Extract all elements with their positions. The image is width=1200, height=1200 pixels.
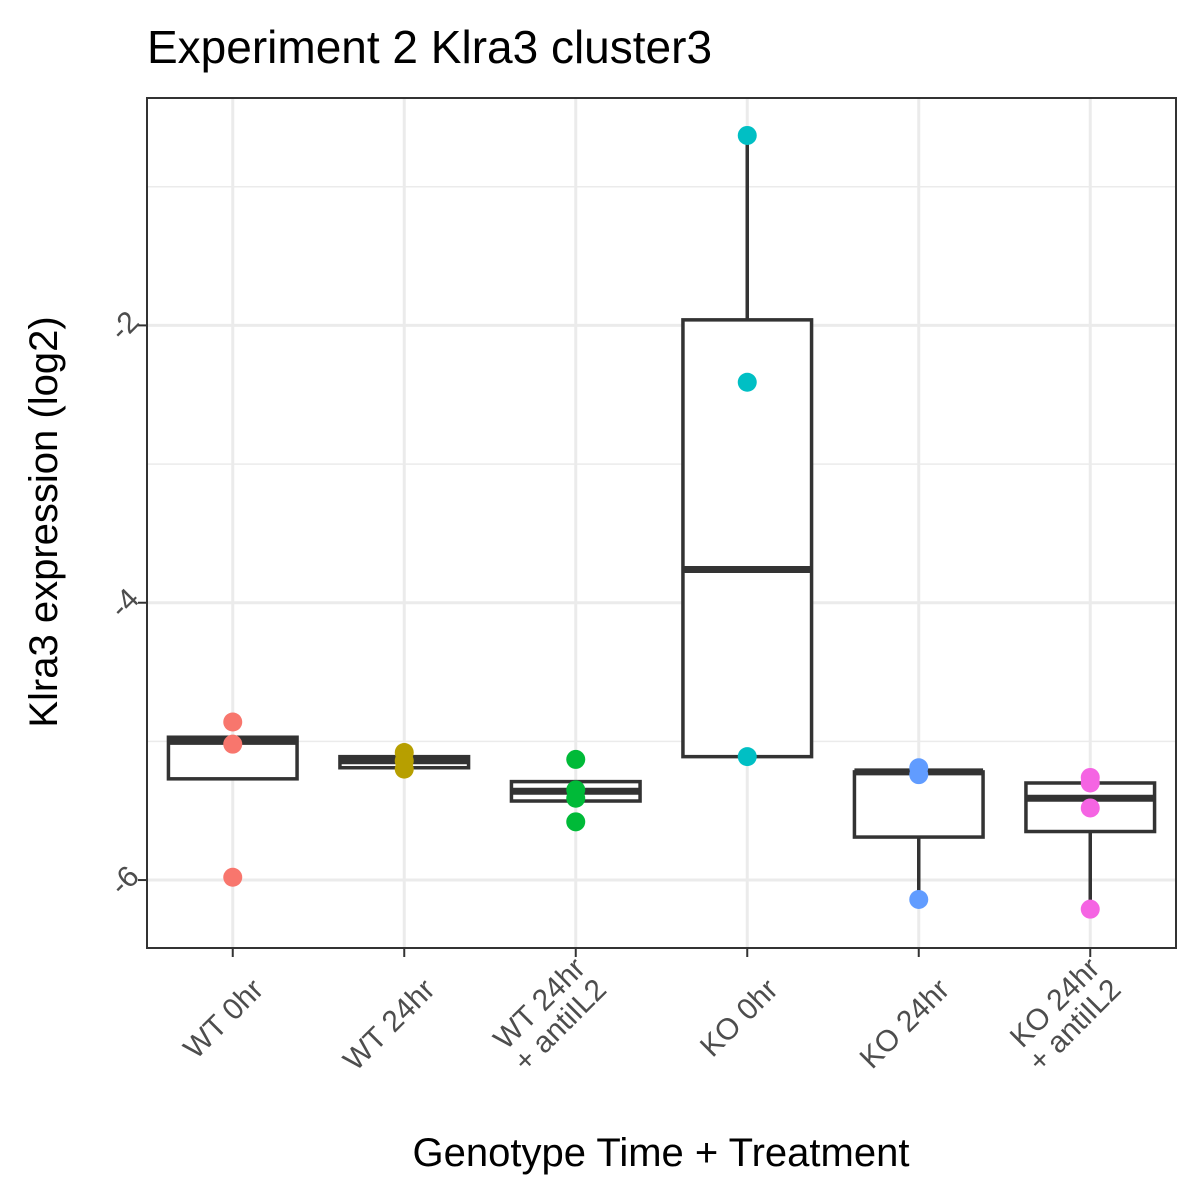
data-point	[566, 788, 586, 808]
data-point	[737, 125, 757, 145]
x-tick-label-line: KO 24hr	[854, 973, 956, 1075]
data-point	[566, 812, 586, 832]
data-point	[737, 372, 757, 392]
x-axis: WT 0hr WT 24hr WT 24hr+ antiIL2 KO 0hr KO 24…	[177, 948, 1127, 1078]
panel-border	[146, 97, 1177, 949]
x-tick-label: KO 0hr	[694, 973, 785, 1064]
grid-lines	[147, 98, 1176, 948]
x-tick-label-line: KO 0hr	[694, 973, 785, 1064]
plot-area	[147, 98, 1176, 948]
x-tick-label-line: WT 0hr	[177, 973, 269, 1065]
y-axis: -2 -4 -6	[104, 305, 147, 902]
y-axis-title: Klra3 expression (log2)	[22, 316, 66, 727]
plot-background	[147, 98, 1176, 948]
data-point	[223, 712, 243, 732]
data-point	[909, 765, 929, 785]
x-tick-label: WT 24hr+ antiIL2	[486, 952, 613, 1079]
data-point	[223, 734, 243, 754]
x-axis-title: Genotype Time + Treatment	[413, 1131, 910, 1175]
data-point	[394, 759, 414, 779]
data-point	[1080, 899, 1100, 919]
panel-frame	[146, 97, 1177, 949]
chart-title: Experiment 2 Klra3 cluster3	[147, 21, 712, 73]
data-point	[566, 749, 586, 769]
x-tick-label: KO 24hr+ antiIL2	[1001, 952, 1128, 1079]
box-body	[681, 318, 814, 759]
data-point	[909, 889, 929, 909]
x-tick-label-line: WT 24hr	[337, 973, 441, 1077]
y-tick-label: -2	[104, 305, 146, 347]
y-tick-label: -6	[104, 860, 146, 902]
data-point	[1080, 773, 1100, 793]
x-tick-label: KO 24hr	[854, 973, 956, 1075]
y-tick-label: -4	[104, 582, 146, 624]
x-tick-label: WT 24hr	[337, 973, 441, 1077]
data-points	[223, 125, 1100, 919]
data-point	[223, 867, 243, 887]
data-point	[1080, 798, 1100, 818]
x-tick-label: WT 0hr	[177, 973, 269, 1065]
data-point	[737, 747, 757, 767]
box-group	[681, 135, 814, 759]
